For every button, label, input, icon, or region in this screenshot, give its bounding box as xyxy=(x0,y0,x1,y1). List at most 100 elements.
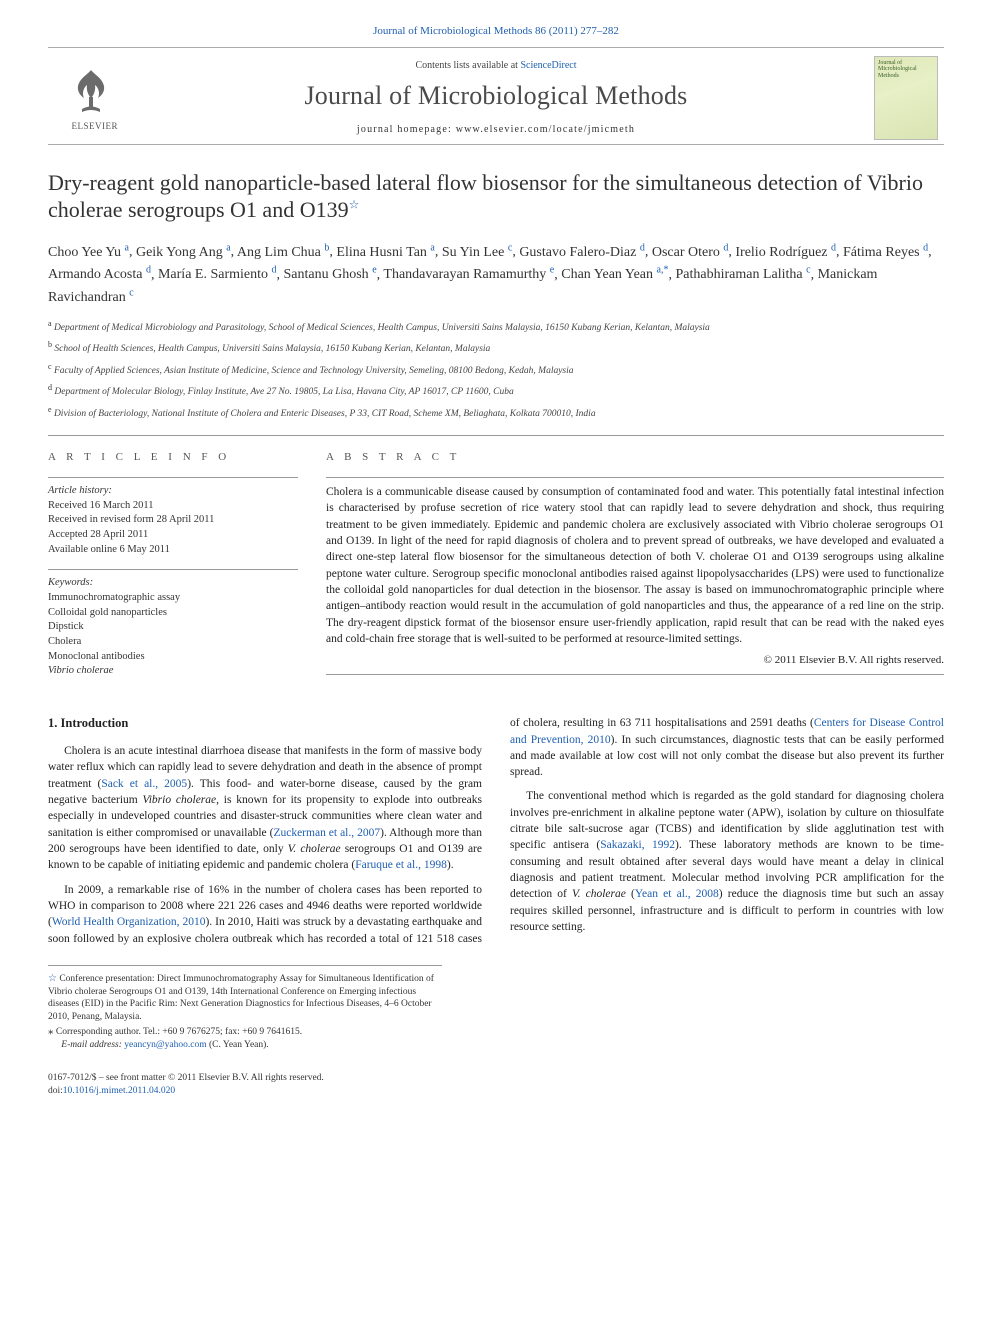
journal-citation-link[interactable]: Journal of Microbiological Methods 86 (2… xyxy=(373,25,619,37)
author: Choo Yee Yu a xyxy=(48,245,129,260)
ref-zuckerman-2007[interactable]: Zuckerman et al., 2007 xyxy=(273,827,380,839)
intro-heading: 1. Introduction xyxy=(48,715,482,733)
journal-homepage: journal homepage: www.elsevier.com/locat… xyxy=(118,123,874,137)
history-line: Available online 6 May 2011 xyxy=(48,543,298,558)
author-affil-link[interactable]: a xyxy=(125,242,129,253)
keywords-block: Keywords: Immunochromatographic assayCol… xyxy=(48,576,298,679)
author-affil-link[interactable]: b xyxy=(324,242,329,253)
author-affil-link[interactable]: e xyxy=(372,265,376,276)
author-affil-link[interactable]: c xyxy=(806,265,810,276)
publisher-name: ELSEVIER xyxy=(72,120,119,132)
journal-banner: ELSEVIER Contents lists available at Sci… xyxy=(48,47,944,145)
email-who: (C. Yean Yean). xyxy=(209,1040,269,1050)
front-matter-line: 0167-7012/$ – see front matter © 2011 El… xyxy=(48,1072,944,1085)
info-abstract-row: A R T I C L E I N F O Article history: R… xyxy=(48,436,944,691)
keyword: Monoclonal antibodies xyxy=(48,650,298,665)
affiliation-list: a Department of Medical Microbiology and… xyxy=(48,318,944,421)
footnote-asterisk-icon: ⁎ xyxy=(48,1025,54,1037)
footnote-corresponding: ⁎ Corresponding author. Tel.: +60 9 7676… xyxy=(48,1024,442,1039)
author-affil-link[interactable]: e xyxy=(550,265,554,276)
footnote-conference: ☆ Conference presentation: Direct Immuno… xyxy=(48,972,442,1024)
article-info-label: A R T I C L E I N F O xyxy=(48,450,298,465)
intro-paragraph-1: Cholera is an acute intestinal diarrhoea… xyxy=(48,743,482,874)
author-affil-link[interactable]: d xyxy=(923,242,928,253)
article-info-column: A R T I C L E I N F O Article history: R… xyxy=(48,436,298,691)
author-affil-link[interactable]: d xyxy=(146,265,151,276)
history-line: Received 16 March 2011 xyxy=(48,499,298,514)
footnote-star-icon: ☆ xyxy=(48,973,57,984)
author: Chan Yean Yean a,* xyxy=(561,267,668,282)
author: Pathabhiraman Lalitha c xyxy=(675,267,810,282)
corresponding-text: Corresponding author. Tel.: +60 9 767627… xyxy=(56,1027,302,1037)
affiliation: d Department of Molecular Biology, Finla… xyxy=(48,382,944,399)
author: Elina Husni Tan a xyxy=(336,245,434,260)
journal-name: Journal of Microbiological Methods xyxy=(118,78,874,113)
ref-yean-2008[interactable]: Yean et al., 2008 xyxy=(635,888,719,900)
article-history-block: Article history: Received 16 March 2011R… xyxy=(48,484,298,557)
history-line: Received in revised form 28 April 2011 xyxy=(48,513,298,528)
banner-center: Contents lists available at ScienceDirec… xyxy=(118,59,874,137)
affiliation: b School of Health Sciences, Health Camp… xyxy=(48,339,944,356)
author-affil-link[interactable]: a,* xyxy=(657,265,669,276)
abstract-rule xyxy=(326,477,944,478)
contents-line: Contents lists available at ScienceDirec… xyxy=(118,59,874,73)
author-affil-link[interactable]: d xyxy=(640,242,645,253)
author: Su Yin Lee c xyxy=(442,245,512,260)
author-affil-link[interactable]: d xyxy=(723,242,728,253)
page-footer: 0167-7012/$ – see front matter © 2011 El… xyxy=(48,1072,944,1099)
intro-paragraph-3: The conventional method which is regarde… xyxy=(510,788,944,935)
email-label: E-mail address: xyxy=(61,1040,122,1050)
author: Thandavarayan Ramamurthy e xyxy=(383,267,554,282)
author-affil-link[interactable]: a xyxy=(430,242,434,253)
affiliation: a Department of Medical Microbiology and… xyxy=(48,318,944,335)
contents-prefix: Contents lists available at xyxy=(415,60,520,71)
ref-sack-2005[interactable]: Sack et al., 2005 xyxy=(101,778,187,790)
info-rule-1 xyxy=(48,477,298,478)
history-label: Article history: xyxy=(48,484,298,499)
history-line: Accepted 28 April 2011 xyxy=(48,528,298,543)
abstract-text: Cholera is a communicable disease caused… xyxy=(326,484,944,647)
author: María E. Sarmiento d xyxy=(158,267,277,282)
doi-link[interactable]: 10.1016/j.mimet.2011.04.020 xyxy=(63,1086,175,1096)
sciencedirect-link[interactable]: ScienceDirect xyxy=(520,60,576,71)
publisher-logo-block: ELSEVIER xyxy=(48,64,118,132)
author-affil-link[interactable]: d xyxy=(831,242,836,253)
journal-citation: Journal of Microbiological Methods 86 (2… xyxy=(48,24,944,39)
affiliation: e Division of Bacteriology, National Ins… xyxy=(48,404,944,421)
ref-sakazaki-1992[interactable]: Sakazaki, 1992 xyxy=(600,839,675,851)
journal-cover-thumb: Journal of Microbiological Methods xyxy=(874,56,944,140)
p1-text-d: ). xyxy=(447,859,454,871)
author: Santanu Ghosh e xyxy=(284,267,377,282)
author: Irelio Rodríguez d xyxy=(735,245,836,260)
title-footnote-star[interactable]: ☆ xyxy=(349,198,360,212)
corresponding-email-link[interactable]: yeancyn@yahoo.com xyxy=(124,1040,206,1050)
keyword: Dipstick xyxy=(48,620,298,635)
author-list: Choo Yee Yu a, Geik Yong Ang a, Ang Lim … xyxy=(48,240,944,308)
author-affil-link[interactable]: d xyxy=(272,265,277,276)
ref-who-2010[interactable]: World Health Organization, 2010 xyxy=(52,916,206,928)
cover-title-text: Journal of Microbiological Methods xyxy=(878,60,934,80)
abstract-copyright: © 2011 Elsevier B.V. All rights reserved… xyxy=(326,653,944,668)
affiliation: c Faculty of Applied Sciences, Asian Ins… xyxy=(48,361,944,378)
doi-line: doi:10.1016/j.mimet.2011.04.020 xyxy=(48,1085,944,1098)
footnote-email: E-mail address: yeancyn@yahoo.com (C. Ye… xyxy=(48,1039,442,1052)
article-title: Dry-reagent gold nanoparticle-based late… xyxy=(48,169,944,224)
author-affil-link[interactable]: c xyxy=(129,287,133,298)
info-rule-2 xyxy=(48,569,298,570)
ref-faruque-1998[interactable]: Faruque et al., 1998 xyxy=(355,859,447,871)
author-affil-link[interactable]: c xyxy=(508,242,512,253)
abstract-column: A B S T R A C T Cholera is a communicabl… xyxy=(326,436,944,691)
author: Armando Acosta d xyxy=(48,267,151,282)
keyword: Colloidal gold nanoparticles xyxy=(48,606,298,621)
author-affil-link[interactable]: a xyxy=(226,242,230,253)
keyword: Vibrio cholerae xyxy=(48,664,298,679)
author: Oscar Otero d xyxy=(652,245,729,260)
keyword: Cholera xyxy=(48,635,298,650)
cover-image: Journal of Microbiological Methods xyxy=(874,56,938,140)
abstract-bottom-rule xyxy=(326,674,944,675)
keywords-label: Keywords: xyxy=(48,576,298,591)
article-body: 1. Introduction Cholera is an acute inte… xyxy=(48,715,944,947)
author: Geik Yong Ang a xyxy=(136,245,231,260)
author: Ang Lim Chua b xyxy=(237,245,330,260)
abstract-label: A B S T R A C T xyxy=(326,450,944,465)
